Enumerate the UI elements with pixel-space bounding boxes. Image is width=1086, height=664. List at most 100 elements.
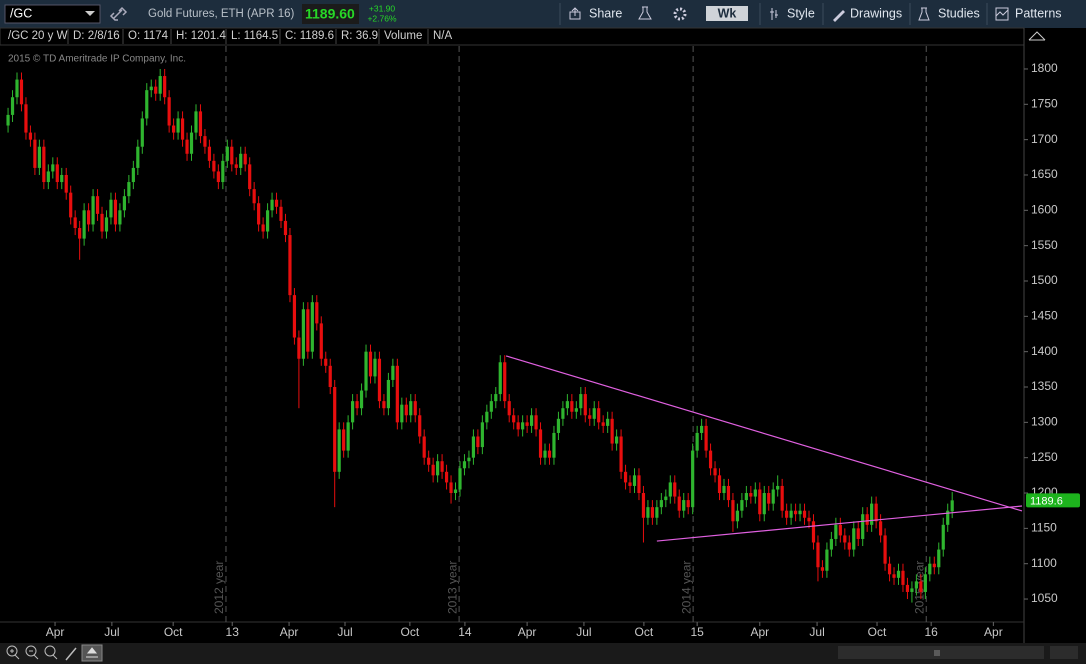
aggregation-button[interactable] — [706, 6, 748, 21]
candle-body — [565, 401, 569, 409]
zoom-out-icon[interactable] — [25, 645, 37, 657]
candle-body — [198, 111, 203, 137]
candle-body — [744, 493, 748, 501]
scrollbar[interactable] — [838, 646, 1044, 659]
candle-body — [664, 496, 668, 501]
candle-body — [382, 401, 386, 409]
status-item: C: 1189.6 — [285, 30, 334, 42]
candle-body — [767, 493, 771, 504]
candle-body — [516, 422, 520, 430]
symbol-dropdown[interactable] — [85, 11, 95, 16]
candle-body — [802, 510, 807, 518]
zoom-out-glyph — [29, 650, 39, 660]
candle-body — [749, 493, 753, 497]
patterns-icon[interactable] — [995, 7, 1009, 21]
candle-body — [265, 210, 270, 232]
candle-body — [216, 171, 220, 183]
draw-icon[interactable] — [65, 647, 77, 661]
button[interactable]: Share — [589, 6, 622, 20]
candle-body — [476, 436, 480, 448]
candle-body — [42, 146, 46, 183]
symbol-input[interactable] — [4, 4, 101, 24]
x-tick-label: Oct — [868, 625, 887, 639]
candle-body — [879, 521, 883, 536]
candle-body — [579, 394, 583, 409]
x-tick-label: 16 — [924, 625, 938, 639]
candle-body — [127, 182, 131, 197]
button[interactable]: Style — [787, 6, 815, 20]
button[interactable]: Studies — [938, 6, 980, 20]
candle-body — [928, 563, 932, 575]
candle-body — [740, 500, 744, 511]
candle-body — [95, 196, 100, 214]
zoom-fit-icon[interactable] — [44, 645, 56, 657]
candle-body — [46, 171, 50, 183]
candle-body — [494, 394, 498, 402]
x-tick-label: Jul — [576, 625, 591, 639]
gear-icon[interactable] — [673, 7, 687, 21]
candle-body — [28, 132, 33, 140]
x-tick-label: Oct — [164, 625, 183, 639]
candle-body — [364, 351, 368, 391]
button[interactable]: Wk — [718, 6, 737, 20]
candle-body — [592, 408, 596, 419]
candle-body — [901, 570, 905, 585]
candle-body — [695, 432, 699, 451]
status-item: H: 1201.4 — [176, 30, 226, 42]
candle-body — [422, 436, 426, 458]
candle-body — [865, 514, 869, 525]
candle-body — [574, 408, 578, 412]
candle-body — [315, 302, 319, 324]
symbol[interactable]: /GC — [10, 6, 32, 20]
candle-body — [570, 401, 574, 412]
button[interactable]: Patterns — [1015, 6, 1062, 20]
candle-body — [274, 199, 279, 207]
style-icon[interactable] — [770, 8, 778, 20]
link-icon[interactable] — [109, 6, 128, 21]
candle-body — [288, 235, 292, 296]
candle-body — [919, 581, 923, 592]
x-tick-label: Apr — [750, 625, 769, 639]
candle-body — [310, 302, 314, 352]
candle-body — [82, 210, 86, 239]
candle-body — [60, 174, 64, 183]
candle-body — [874, 503, 878, 522]
studies-icon[interactable] — [918, 7, 930, 21]
candle-body — [498, 362, 502, 395]
price-tag — [1026, 493, 1080, 508]
candle-body — [776, 485, 780, 490]
candle-body — [753, 489, 757, 497]
candle-body — [248, 164, 252, 190]
drawings-icon[interactable] — [833, 10, 845, 22]
candle-body — [780, 485, 784, 511]
candle-body — [793, 510, 798, 515]
share-icon[interactable] — [569, 7, 581, 20]
x-tick-label: Oct — [635, 625, 654, 639]
button[interactable]: Drawings — [850, 6, 902, 20]
period-label: 2012 year — [212, 561, 226, 614]
y-tick-label: 1600 — [1031, 202, 1058, 216]
x-tick-label: Apr — [518, 625, 537, 639]
candle-body — [552, 432, 556, 458]
candle-body — [118, 210, 122, 225]
candle-body — [418, 415, 422, 437]
candle-body — [172, 125, 176, 133]
candle-body — [713, 468, 717, 476]
candle-body — [847, 542, 851, 550]
candle-body — [431, 464, 435, 476]
candle-body — [811, 521, 816, 543]
candle-body — [131, 167, 135, 183]
axis-menu-icon[interactable] — [1028, 31, 1046, 41]
flask-icon[interactable] — [638, 6, 652, 20]
candle-body — [270, 199, 274, 211]
scroll-end[interactable] — [1050, 646, 1078, 659]
candle-body — [359, 390, 364, 409]
candle-body — [677, 496, 681, 511]
y-tick-label: 1400 — [1031, 344, 1058, 358]
candle-body — [905, 584, 910, 592]
y-tick-label: 1650 — [1031, 167, 1058, 181]
candle-body — [606, 418, 610, 426]
candle-body — [109, 199, 113, 218]
zoom-in-icon[interactable] — [6, 645, 18, 657]
candle-body — [140, 118, 144, 147]
